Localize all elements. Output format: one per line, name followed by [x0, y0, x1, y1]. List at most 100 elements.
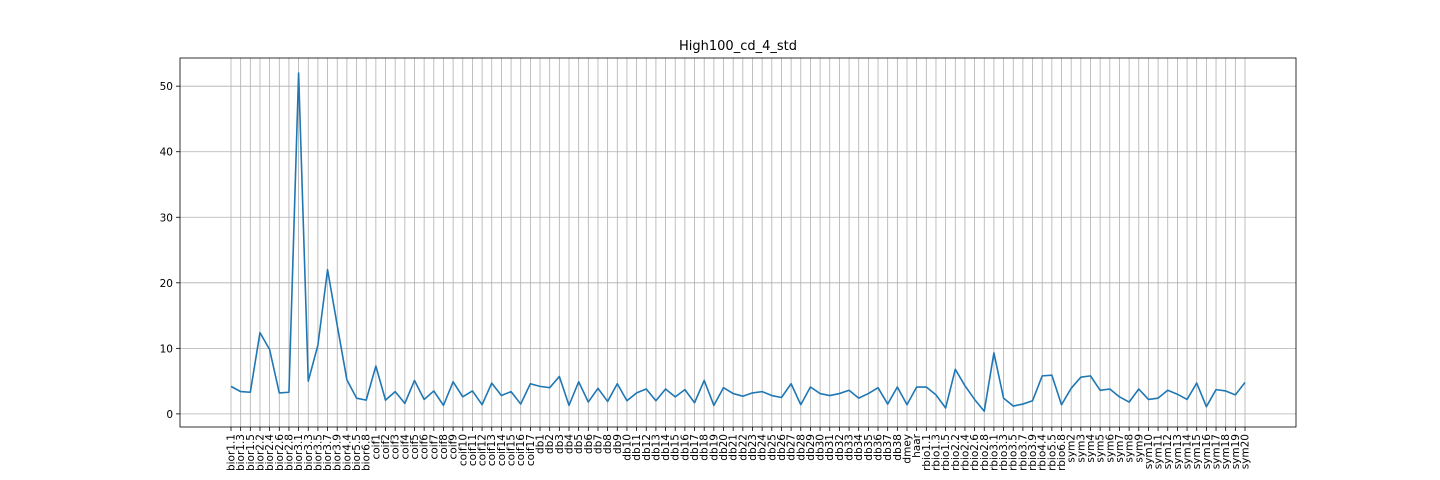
x-tick-label: db35	[863, 434, 875, 461]
x-tick-label: db14	[660, 434, 672, 461]
x-tick-label: db9	[612, 434, 624, 454]
x-tick-label: coif13	[486, 434, 498, 466]
x-tick-label: rbio1.1	[921, 434, 933, 471]
x-tick-label: bior5.5	[351, 434, 363, 471]
x-tick-label: dmey	[902, 434, 914, 464]
y-tick-label: 50	[160, 81, 173, 93]
x-tick-label: sym13	[1172, 434, 1184, 469]
x-tick-label: db32	[834, 434, 846, 461]
x-tick-label: rbio3.5	[1008, 434, 1020, 471]
x-tick-label: bior1.5	[245, 434, 257, 471]
x-tick-label: sym14	[1182, 434, 1194, 470]
x-tick-label: bior2.2	[254, 434, 266, 471]
series-line	[230, 72, 1246, 413]
x-tick-label: bior1.3	[235, 434, 247, 471]
y-axis-ticks: 0 10 20 30 40 50	[160, 81, 180, 421]
x-tick-label: sym8	[1124, 434, 1136, 463]
x-tick-label: bior3.9	[332, 434, 344, 471]
x-tick-label: sym12	[1162, 434, 1174, 469]
x-tick-label: sym16	[1201, 434, 1213, 470]
x-tick-label: sym2	[1066, 434, 1078, 463]
x-tick-label: coif14	[496, 434, 508, 466]
x-tick-label: sym9	[1133, 434, 1145, 463]
x-tick-label: sym15	[1191, 434, 1203, 469]
x-tick-label: db23	[747, 434, 759, 461]
y-tick-label: 40	[160, 147, 173, 159]
x-tick-label: coif11	[467, 434, 479, 466]
x-tick-label: db12	[641, 434, 653, 461]
x-tick-label: db34	[853, 434, 865, 461]
x-tick-label: db20	[718, 434, 730, 461]
x-tick-label: rbio3.1	[988, 434, 1000, 471]
x-tick-label: sym3	[1075, 434, 1087, 463]
x-tick-label: db13	[650, 434, 662, 461]
x-tick-label: sym18	[1220, 434, 1232, 469]
x-tick-label: rbio4.4	[1037, 434, 1049, 471]
x-tick-label: rbio1.3	[930, 434, 942, 471]
y-tick-label: 0	[166, 409, 173, 421]
x-tick-label: db3	[554, 434, 566, 454]
x-tick-label: db26	[776, 434, 788, 461]
x-tick-label: db5	[573, 434, 585, 454]
x-tick-label: coif6	[419, 434, 431, 460]
x-tick-label: coif8	[438, 434, 450, 460]
x-tick-label: sym17	[1211, 434, 1223, 469]
x-tick-label: db30	[815, 434, 827, 461]
x-tick-label: coif16	[515, 434, 527, 466]
x-tick-label: bior2.8	[283, 434, 295, 471]
x-tick-label: coif2	[380, 434, 392, 460]
x-tick-label: rbio1.5	[940, 434, 952, 471]
x-tick-label: sym20	[1240, 434, 1252, 469]
x-tick-label: db10	[621, 434, 633, 461]
x-tick-label: bior6.8	[361, 434, 373, 471]
series-layer	[230, 72, 1246, 413]
x-tick-label: db29	[805, 434, 817, 461]
y-tick-label: 10	[160, 343, 173, 355]
y-gridlines	[180, 85, 1296, 415]
x-tick-label: rbio3.9	[1027, 434, 1039, 471]
x-tick-label: db21	[728, 434, 740, 461]
x-tick-label: bior3.5	[312, 434, 324, 471]
x-tick-label: db18	[699, 434, 711, 461]
x-tick-label: sym6	[1104, 434, 1116, 463]
x-tick-label: bior4.4	[341, 434, 353, 471]
x-tick-label: db31	[824, 434, 836, 461]
x-tick-label: rbio3.3	[998, 434, 1010, 471]
x-tick-label: db15	[670, 434, 682, 461]
x-tick-label: coif5	[409, 434, 421, 460]
x-tick-label: sym4	[1085, 434, 1097, 463]
x-tick-label: db8	[602, 434, 614, 454]
x-tick-label: coif7	[428, 434, 440, 460]
x-tick-label: db16	[679, 434, 691, 461]
x-tick-label: db33	[844, 434, 856, 461]
x-tick-label: coif12	[477, 434, 489, 466]
x-tick-label: rbio2.4	[959, 434, 971, 471]
x-tick-label: db22	[737, 434, 749, 461]
chart-title: High100_cd_4_std	[679, 39, 797, 54]
x-tick-label: db28	[795, 434, 807, 461]
x-tick-label: db6	[583, 434, 595, 454]
x-tick-label: db7	[592, 434, 604, 454]
x-tick-label: db36	[873, 434, 885, 461]
x-tick-label: db27	[786, 434, 798, 461]
x-gridlines	[230, 58, 1246, 427]
x-tick-label: db37	[882, 434, 894, 461]
x-tick-label: sym7	[1114, 434, 1126, 463]
x-tick-label: rbio2.6	[969, 434, 981, 471]
x-tick-label: db24	[757, 434, 769, 461]
x-tick-label: coif9	[448, 434, 460, 460]
x-tick-label: bior3.7	[322, 434, 334, 471]
x-tick-label: bior3.3	[303, 434, 315, 471]
x-tick-label: db11	[631, 434, 643, 461]
x-tick-label: rbio2.8	[979, 434, 991, 471]
x-tick-label: coif4	[399, 434, 411, 460]
x-tick-label: bior2.6	[274, 434, 286, 471]
x-tick-label: coif17	[525, 434, 537, 466]
x-tick-label: bior2.4	[264, 434, 276, 471]
x-tick-label: rbio3.7	[1017, 434, 1029, 471]
x-tick-label: db4	[564, 434, 576, 454]
x-tick-label: sym19	[1230, 434, 1242, 469]
plot-frame	[179, 57, 1297, 428]
x-tick-label: coif15	[506, 434, 518, 466]
x-axis-ticks: bior1.1bior1.3bior1.5bior2.2bior2.4bior2…	[226, 427, 1252, 471]
